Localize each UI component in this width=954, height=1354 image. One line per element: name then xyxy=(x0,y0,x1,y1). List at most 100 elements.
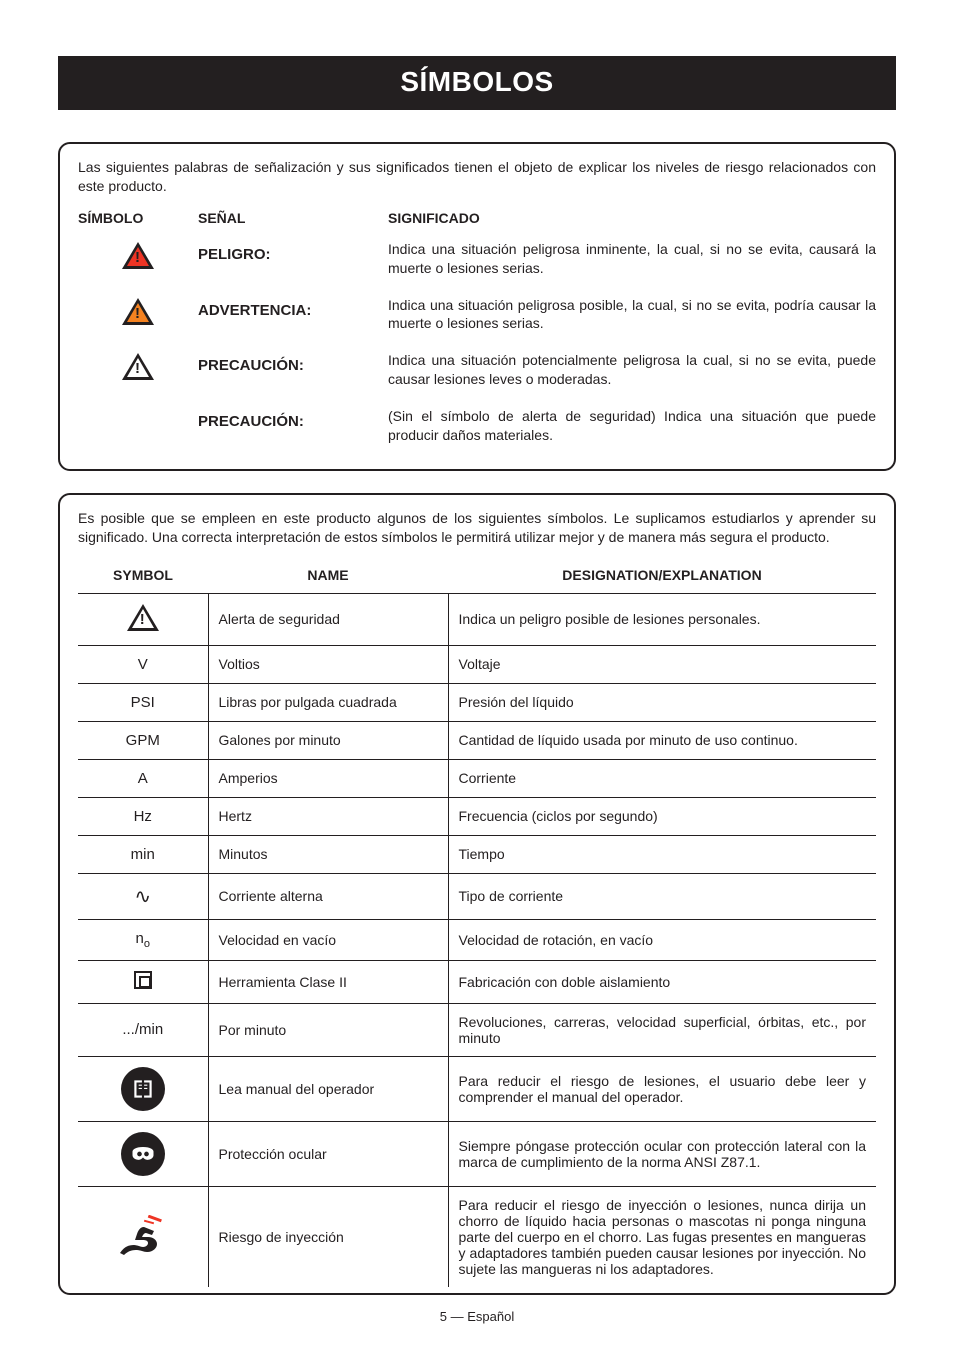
defs-row: min Minutos Tiempo xyxy=(78,835,876,873)
signal-row-meaning: Indica una situación potencialmente peli… xyxy=(388,351,876,389)
symbol-text: V xyxy=(138,656,148,673)
defs-row-expl: Cantidad de líquido usada por minuto de … xyxy=(448,721,876,759)
signal-header-meaning: SIGNIFICADO xyxy=(388,210,876,226)
defs-row: Hz Hertz Frecuencia (ciclos por segundo) xyxy=(78,797,876,835)
defs-row: ! Alerta de seguridad Indica un peligro … xyxy=(78,593,876,645)
defs-row-name: Protección ocular xyxy=(208,1121,448,1186)
defs-row-symbol: A xyxy=(78,759,208,797)
signal-row-word: ADVERTENCIA: xyxy=(198,296,388,319)
defs-row: Protección ocular Siempre póngase protec… xyxy=(78,1121,876,1186)
defs-row: no Velocidad en vacío Velocidad de rotac… xyxy=(78,919,876,960)
signal-header-row: SÍMBOLO SEÑAL SIGNIFICADO xyxy=(78,210,876,226)
defs-header-row: SYMBOL NAME DESIGNATION/EXPLANATION xyxy=(78,561,876,594)
defs-row-name: Herramienta Clase II xyxy=(208,960,448,1003)
defs-row-expl: Corriente xyxy=(448,759,876,797)
defs-row-name: Libras por pulgada cuadrada xyxy=(208,683,448,721)
defs-row-expl: Velocidad de rotación, en vacío xyxy=(448,919,876,960)
defs-row-name: Minutos xyxy=(208,835,448,873)
signal-row-meaning: (Sin el símbolo de alerta de seguridad) … xyxy=(388,407,876,445)
signal-row: ! ADVERTENCIA: Indica una situación peli… xyxy=(78,296,876,334)
no-load-speed-icon: no xyxy=(136,930,150,947)
definitions-table: SYMBOL NAME DESIGNATION/EXPLANATION ! Al… xyxy=(78,561,876,1287)
alert-triangle-icon: ! xyxy=(122,298,154,325)
defs-row-expl: Fabricación con doble aislamiento xyxy=(448,960,876,1003)
signal-header-signal: SEÑAL xyxy=(198,210,388,226)
defs-row: V Voltios Voltaje xyxy=(78,645,876,683)
signal-intro: Las siguientes palabras de señalización … xyxy=(78,158,876,196)
defs-row-symbol xyxy=(78,960,208,1003)
defs-row-name: Galones por minuto xyxy=(208,721,448,759)
defs-row-name: Velocidad en vacío xyxy=(208,919,448,960)
defs-row: Herramienta Clase II Fabricación con dob… xyxy=(78,960,876,1003)
alert-triangle-icon: ! xyxy=(127,604,159,631)
defs-row-name: Voltios xyxy=(208,645,448,683)
defs-row-name: Lea manual del operador xyxy=(208,1056,448,1121)
defs-row-name: Riesgo de inyección xyxy=(208,1186,448,1287)
signal-row-icon xyxy=(78,407,198,409)
defs-header-expl: DESIGNATION/EXPLANATION xyxy=(448,561,876,594)
ac-icon: ∿ xyxy=(134,886,151,908)
signal-row-word: PRECAUCIÓN: xyxy=(198,407,388,430)
defs-row-expl: Para reducir el riesgo de lesiones, el u… xyxy=(448,1056,876,1121)
symbol-text: A xyxy=(138,770,148,787)
defs-row: Lea manual del operador Para reducir el … xyxy=(78,1056,876,1121)
page-footer: 5 — Español xyxy=(58,1309,896,1324)
signal-row: ! PELIGRO: Indica una situación peligros… xyxy=(78,240,876,278)
defs-intro: Es posible que se empleen en este produc… xyxy=(78,509,876,547)
defs-row-symbol xyxy=(78,1186,208,1287)
signal-row-icon: ! xyxy=(78,296,198,325)
signal-header-symbol: SÍMBOLO xyxy=(78,210,198,226)
defs-row-expl: Voltaje xyxy=(448,645,876,683)
signal-row-word: PELIGRO: xyxy=(198,240,388,263)
defs-row-name: Hertz xyxy=(208,797,448,835)
defs-row-symbol: V xyxy=(78,645,208,683)
defs-row-expl: Indica un peligro posible de lesiones pe… xyxy=(448,593,876,645)
defs-row-name: Alerta de seguridad xyxy=(208,593,448,645)
symbol-text: PSI xyxy=(131,694,155,711)
symbol-text: min xyxy=(131,846,155,863)
defs-row-expl: Presión del líquido xyxy=(448,683,876,721)
page-title: SÍMBOLOS xyxy=(58,56,896,110)
page-root: SÍMBOLOS Las siguientes palabras de seña… xyxy=(0,0,954,1354)
signal-row-icon: ! xyxy=(78,240,198,269)
defs-row: .../min Por minuto Revoluciones, carrera… xyxy=(78,1003,876,1056)
defs-row-symbol: GPM xyxy=(78,721,208,759)
symbol-text: Hz xyxy=(134,808,152,825)
defs-row: PSI Libras por pulgada cuadrada Presión … xyxy=(78,683,876,721)
class2-icon xyxy=(134,971,152,989)
defs-row-expl: Para reducir el riesgo de inyección o le… xyxy=(448,1186,876,1287)
defs-row-symbol: ! xyxy=(78,593,208,645)
defs-row-expl: Tipo de corriente xyxy=(448,873,876,919)
read-manual-icon xyxy=(121,1067,165,1111)
alert-triangle-icon: ! xyxy=(122,242,154,269)
alert-triangle-icon: ! xyxy=(122,353,154,380)
defs-row-name: Corriente alterna xyxy=(208,873,448,919)
defs-row-symbol: Hz xyxy=(78,797,208,835)
defs-row-symbol xyxy=(78,1056,208,1121)
defs-row-expl: Siempre póngase protección ocular con pr… xyxy=(448,1121,876,1186)
defs-row-symbol: ∿ xyxy=(78,873,208,919)
definitions-box: Es posible que se empleen en este produc… xyxy=(58,493,896,1295)
defs-row: Riesgo de inyección Para reducir el ries… xyxy=(78,1186,876,1287)
signal-row-meaning: Indica una situación peligrosa posible, … xyxy=(388,296,876,334)
signal-row: ! PRECAUCIÓN: Indica una situación poten… xyxy=(78,351,876,389)
defs-row-name: Amperios xyxy=(208,759,448,797)
signal-row-word: PRECAUCIÓN: xyxy=(198,351,388,374)
signal-words-box: Las siguientes palabras de señalización … xyxy=(58,142,896,471)
symbol-text: GPM xyxy=(126,732,160,749)
signal-row-meaning: Indica una situación peligrosa inminente… xyxy=(388,240,876,278)
defs-header-symbol: SYMBOL xyxy=(78,561,208,594)
defs-row-name: Por minuto xyxy=(208,1003,448,1056)
defs-row-symbol: .../min xyxy=(78,1003,208,1056)
defs-row: A Amperios Corriente xyxy=(78,759,876,797)
signal-row: PRECAUCIÓN: (Sin el símbolo de alerta de… xyxy=(78,407,876,445)
defs-row-expl: Revoluciones, carreras, velocidad superf… xyxy=(448,1003,876,1056)
defs-header-name: NAME xyxy=(208,561,448,594)
signal-row-icon: ! xyxy=(78,351,198,380)
eye-protection-icon xyxy=(121,1132,165,1176)
defs-row: GPM Galones por minuto Cantidad de líqui… xyxy=(78,721,876,759)
defs-row-expl: Tiempo xyxy=(448,835,876,873)
defs-row-symbol: min xyxy=(78,835,208,873)
defs-row-symbol xyxy=(78,1121,208,1186)
defs-row-symbol: no xyxy=(78,919,208,960)
